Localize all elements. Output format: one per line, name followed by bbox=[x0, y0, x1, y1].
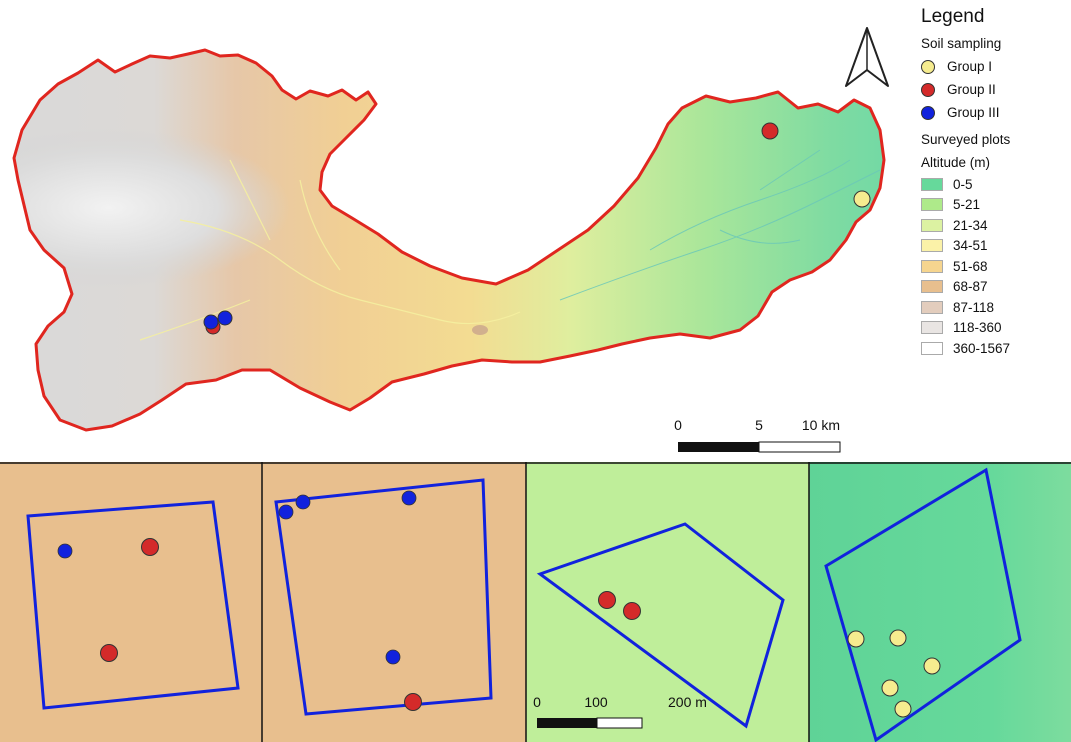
legend-label: Group I bbox=[947, 59, 993, 74]
altitude-swatch bbox=[921, 218, 943, 232]
legend-label: 68-87 bbox=[953, 279, 988, 295]
sample-point-group-i bbox=[881, 679, 899, 697]
sample-point-group-i bbox=[847, 630, 865, 648]
altitude-swatch bbox=[921, 300, 943, 314]
legend-label: Group III bbox=[947, 105, 1000, 120]
sample-point-group-iii bbox=[203, 314, 219, 330]
legend-title: Legend bbox=[921, 6, 985, 27]
sample-point-group-iii bbox=[401, 490, 417, 506]
scale-label: 10 km bbox=[802, 417, 840, 433]
sample-point-group-iii bbox=[217, 310, 233, 326]
altitude-swatch bbox=[921, 239, 943, 253]
scale-label: 0 bbox=[674, 417, 682, 433]
altitude-swatch bbox=[921, 341, 943, 355]
legend-altitude-class: 68-87 bbox=[918, 277, 1068, 298]
legend-label: 51-68 bbox=[953, 258, 988, 274]
sample-point-group-iii bbox=[57, 543, 73, 559]
map-legend: Legend Soil sampling Group I Group II Gr… bbox=[918, 6, 1068, 359]
surveyed-plot-insets: 0 100 200 m bbox=[0, 462, 1071, 742]
legend-altitude-class: 360-1567 bbox=[918, 338, 1068, 359]
legend-altitude-class: 0-5 bbox=[918, 174, 1068, 195]
sample-point-group-ii bbox=[623, 602, 641, 620]
legend-label: 87-118 bbox=[953, 299, 995, 315]
altitude-swatch bbox=[921, 321, 943, 335]
inset-panel-4 bbox=[809, 462, 1071, 742]
inset-panel-3 bbox=[526, 462, 809, 742]
legend-label: 0-5 bbox=[953, 176, 973, 192]
altitude-swatch bbox=[921, 259, 943, 273]
legend-altitude-class: 118-360 bbox=[918, 318, 1068, 339]
surveyed-plot-outline bbox=[274, 478, 493, 716]
surveyed-plot-outline bbox=[536, 522, 785, 729]
catchment-boundary bbox=[12, 48, 886, 432]
legend-label: 21-34 bbox=[953, 217, 988, 233]
legend-altitude-class: 5-21 bbox=[918, 195, 1068, 216]
altitude-swatch bbox=[921, 198, 943, 212]
altitude-title: Altitude (m) bbox=[921, 155, 991, 170]
altitude-swatch bbox=[921, 280, 943, 294]
catchment-map bbox=[12, 48, 886, 432]
sample-point-group-i bbox=[889, 629, 907, 647]
legend-label: 34-51 bbox=[953, 238, 988, 254]
inset-scale-bar: 0 100 200 m bbox=[533, 694, 707, 729]
sample-point-group-iii bbox=[295, 494, 311, 510]
sample-point-group-i bbox=[894, 700, 912, 718]
panel-borders bbox=[0, 462, 1071, 742]
legend-altitude-class: 34-51 bbox=[918, 236, 1068, 257]
sample-point-group-ii bbox=[100, 644, 118, 662]
scale-label: 100 bbox=[584, 694, 608, 710]
sample-point-group-i bbox=[853, 190, 871, 208]
sample-point-group-ii bbox=[404, 693, 422, 711]
legend-label: 5-21 bbox=[953, 197, 981, 213]
legend-label: 118-360 bbox=[953, 320, 1002, 336]
scale-label: 200 m bbox=[668, 694, 707, 710]
legend-altitude-class: 21-34 bbox=[918, 215, 1068, 236]
surveyed-plots-title: Surveyed plots bbox=[921, 132, 1011, 147]
sample-point-group-i bbox=[923, 657, 941, 675]
scale-label: 0 bbox=[533, 694, 541, 710]
legend-group-iii: Group III bbox=[918, 101, 1068, 124]
north-arrow-icon bbox=[845, 27, 889, 87]
legend-group-ii: Group II bbox=[918, 78, 1068, 101]
altitude-swatch bbox=[921, 177, 943, 191]
legend-group-i: Group I bbox=[918, 55, 1068, 78]
group-iii-symbol bbox=[921, 105, 935, 120]
sample-point-group-ii bbox=[141, 538, 159, 556]
main-map-sample-points bbox=[203, 122, 871, 335]
surveyed-plot-outline bbox=[26, 500, 240, 710]
group-i-symbol bbox=[921, 59, 935, 74]
main-scale-bar: 0 5 10 km bbox=[674, 417, 841, 453]
legend-label: Group II bbox=[947, 82, 996, 97]
legend-altitude-class: 87-118 bbox=[918, 297, 1068, 318]
legend-altitude-class: 51-68 bbox=[918, 256, 1068, 277]
sample-point-group-iii bbox=[278, 504, 294, 520]
sample-point-group-ii bbox=[598, 591, 616, 609]
sample-point-group-iii bbox=[385, 649, 401, 665]
soil-sampling-title: Soil sampling bbox=[921, 36, 1002, 51]
legend-label: 360-1567 bbox=[953, 340, 1011, 356]
sample-point-group-ii bbox=[761, 122, 779, 140]
surveyed-plot-outline bbox=[824, 467, 1022, 742]
scale-label: 5 bbox=[755, 417, 763, 433]
group-ii-symbol bbox=[921, 82, 935, 97]
